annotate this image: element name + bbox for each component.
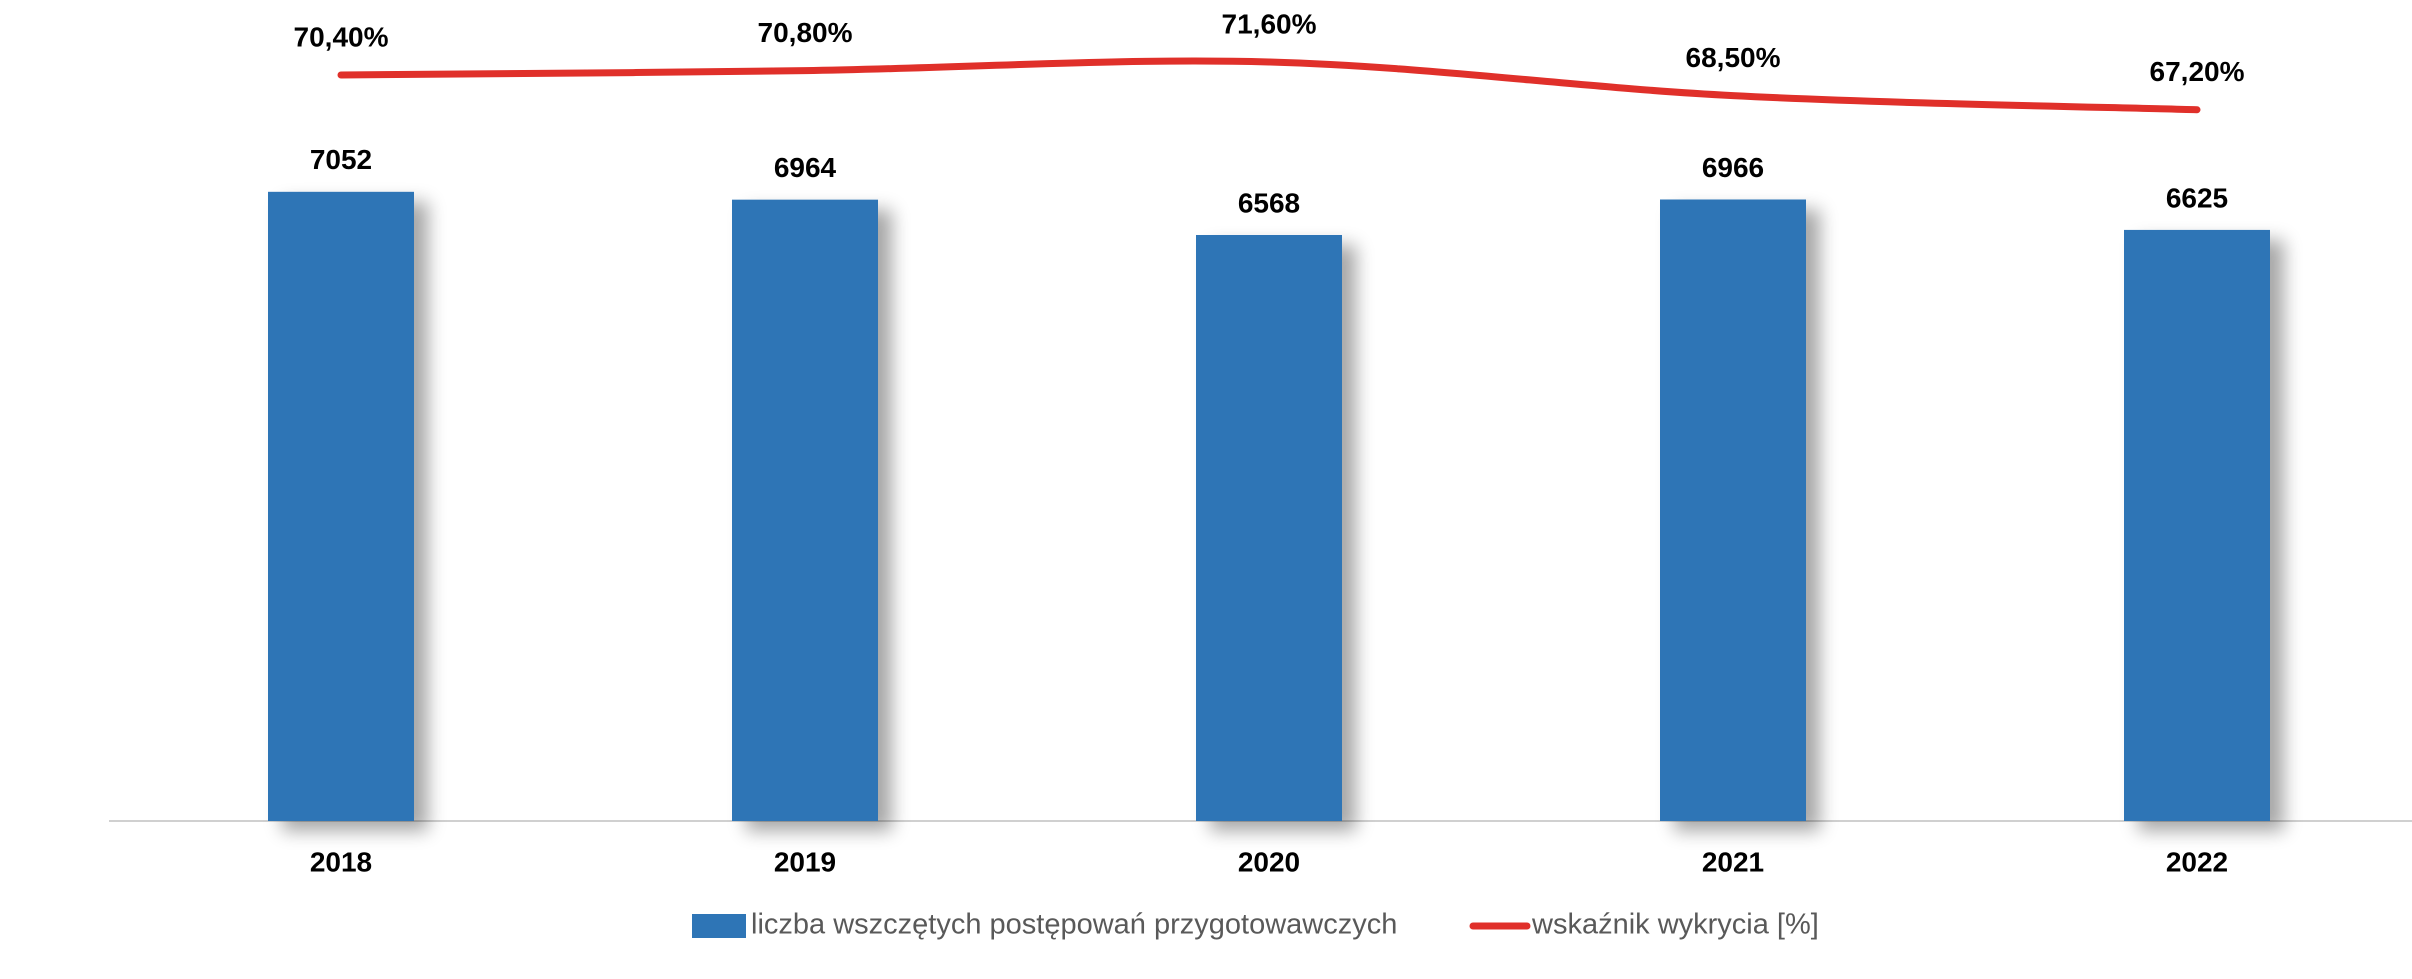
bar bbox=[268, 191, 414, 821]
legend-swatch bbox=[692, 914, 746, 938]
data-label: 7052 bbox=[310, 144, 372, 175]
x-tick-label: 2018 bbox=[310, 846, 372, 877]
legend-label: wskaźnik wykrycia [%] bbox=[1531, 909, 1819, 941]
data-label: 70,80% bbox=[758, 17, 853, 48]
data-label: 6625 bbox=[2166, 182, 2228, 213]
data-label: 6964 bbox=[774, 152, 837, 183]
x-tick-label: 2020 bbox=[1238, 846, 1300, 877]
data-label: 70,40% bbox=[294, 21, 389, 52]
data-label: 67,20% bbox=[2150, 56, 2245, 87]
data-label: 6966 bbox=[1702, 152, 1764, 183]
data-label: 71,60% bbox=[1222, 8, 1317, 39]
bar bbox=[732, 199, 878, 821]
data-label: 6568 bbox=[1238, 187, 1300, 218]
line bbox=[337, 57, 2201, 114]
legend-label: liczba wszczętych postępowań przygotowaw… bbox=[751, 909, 1397, 941]
bar bbox=[1660, 199, 1806, 822]
data-label: 68,50% bbox=[1686, 42, 1781, 73]
bar bbox=[1196, 234, 1342, 821]
x-tick-label: 2021 bbox=[1702, 846, 1764, 877]
x-tick-label: 2022 bbox=[2166, 846, 2228, 877]
bar bbox=[2124, 229, 2270, 821]
x-tick-label: 2019 bbox=[774, 846, 836, 877]
